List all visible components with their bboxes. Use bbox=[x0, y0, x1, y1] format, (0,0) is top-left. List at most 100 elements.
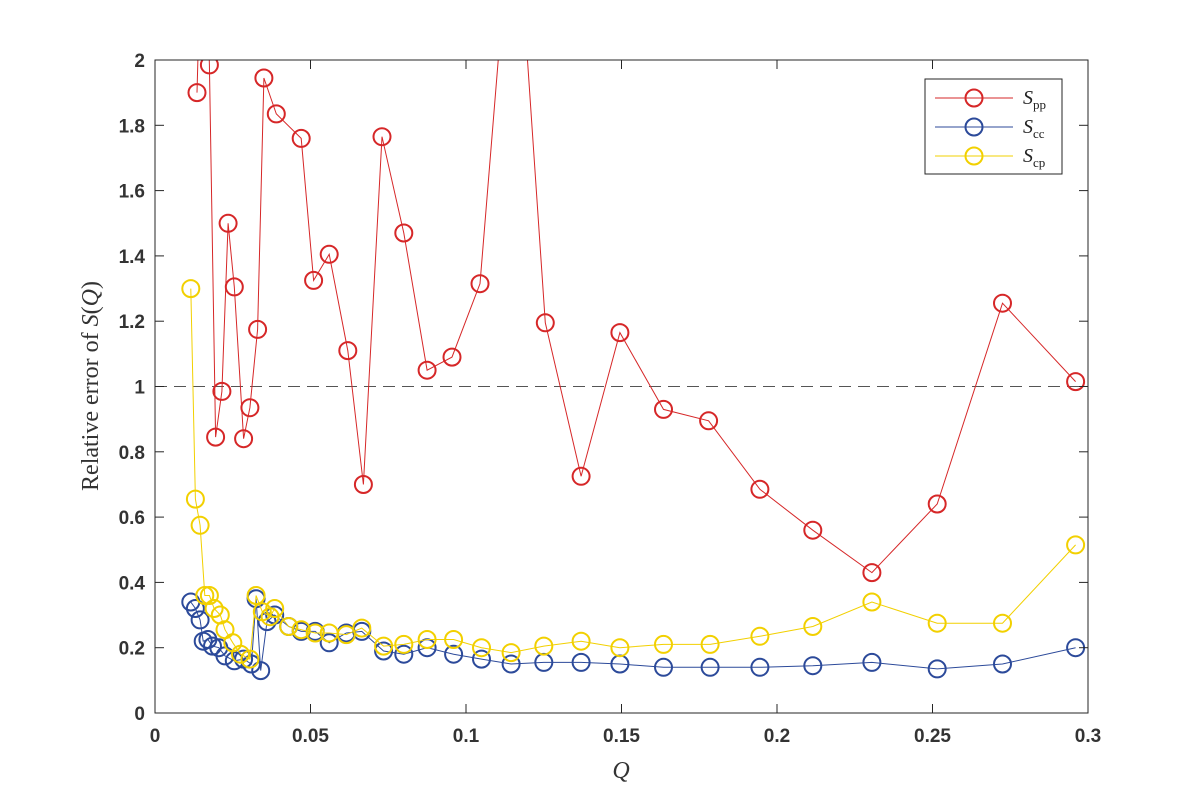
data-point-cp bbox=[803, 617, 823, 636]
data-point-pp bbox=[248, 319, 268, 339]
x-tick-label: 0.3 bbox=[1075, 726, 1101, 747]
y-tick-label: 0.6 bbox=[119, 508, 145, 529]
data-point-cp bbox=[352, 618, 372, 638]
x-tick-label: 0 bbox=[150, 726, 161, 747]
data-point-pp bbox=[610, 323, 630, 343]
legend-entry-pp: Spp bbox=[935, 87, 1046, 112]
data-point-cc bbox=[190, 610, 210, 630]
data-point-pp bbox=[199, 60, 219, 75]
legend-marker-cp bbox=[964, 146, 984, 166]
data-point-cc bbox=[654, 657, 673, 677]
data-point-pp bbox=[699, 411, 719, 431]
series-pp bbox=[187, 60, 1086, 583]
data-point-cp bbox=[291, 620, 311, 640]
tick-layer: 0 0.05 0.1 0.15 0.2 0.25 0.3 0 0.2 0.4 0.6 0.8 1 1.2 1… bbox=[119, 51, 1102, 747]
legend-label-cc-main: S bbox=[1023, 116, 1033, 138]
data-point-cc bbox=[185, 599, 205, 618]
x-axis-label: Q bbox=[612, 758, 629, 784]
y-axis-label-func: S bbox=[78, 314, 104, 326]
y-tick-label: 1.2 bbox=[119, 312, 145, 333]
y-tick-label: 0 bbox=[134, 704, 145, 725]
data-point-pp bbox=[372, 127, 392, 147]
data-point-cc bbox=[803, 656, 823, 676]
data-point-pp bbox=[535, 313, 555, 333]
legend-label-cc-sub: cc bbox=[1033, 126, 1045, 141]
y-tick-label: 0.4 bbox=[119, 573, 146, 594]
legend-label-cp: Scp bbox=[1023, 145, 1045, 170]
series-line-pp bbox=[196, 60, 1076, 574]
data-point-cp bbox=[394, 634, 414, 654]
data-point-cp bbox=[862, 592, 882, 612]
data-point-cp bbox=[374, 636, 394, 656]
data-point-pp bbox=[470, 274, 490, 294]
data-point-cp bbox=[571, 631, 591, 651]
y-tick-label: 0.2 bbox=[119, 639, 145, 660]
data-point-cp bbox=[700, 634, 720, 654]
data-point-cc bbox=[394, 644, 414, 664]
data-point-pp bbox=[862, 563, 882, 583]
data-point-pp bbox=[291, 128, 311, 148]
data-point-cp bbox=[231, 644, 250, 664]
data-point-cp bbox=[444, 630, 464, 649]
y-tick-label: 1.4 bbox=[119, 247, 146, 268]
data-point-cp bbox=[534, 636, 554, 656]
data-point-cc bbox=[862, 652, 882, 672]
x-tick-label: 0.1 bbox=[453, 726, 480, 747]
data-point-pp bbox=[319, 244, 339, 264]
x-tick-label: 0.25 bbox=[914, 726, 951, 747]
legend-label-pp-sub: pp bbox=[1033, 97, 1046, 112]
data-point-pp bbox=[993, 293, 1012, 313]
data-point-cc bbox=[571, 652, 591, 672]
data-point-pp bbox=[654, 399, 673, 419]
data-point-cc bbox=[501, 654, 521, 674]
legend-entry-cp: Scp bbox=[935, 145, 1045, 170]
data-point-pp bbox=[571, 466, 591, 486]
data-point-cc bbox=[700, 657, 720, 677]
data-point-cp bbox=[195, 586, 215, 605]
data-point-cp bbox=[265, 599, 285, 618]
y-axis-label-open: ( bbox=[78, 306, 104, 314]
x-tick-label: 0.05 bbox=[292, 726, 329, 747]
data-point-cp bbox=[417, 630, 437, 649]
data-point-cp bbox=[305, 623, 325, 643]
x-tick-label: 0.15 bbox=[603, 726, 640, 747]
data-point-pp bbox=[1066, 372, 1086, 392]
data-point-cp bbox=[181, 279, 201, 299]
legend-label-cp-sub: cp bbox=[1033, 155, 1045, 170]
legend-label-pp-main: S bbox=[1023, 87, 1033, 109]
data-point-cp bbox=[472, 638, 491, 658]
data-point-cc bbox=[319, 633, 339, 653]
data-point-pp bbox=[240, 398, 260, 418]
series-cp bbox=[181, 279, 1086, 669]
legend-label-cc: Scc bbox=[1023, 116, 1045, 141]
data-point-cp bbox=[240, 649, 260, 669]
y-axis-label-close: ) bbox=[78, 281, 104, 289]
data-point-pp bbox=[212, 381, 232, 401]
legend-label-cp-main: S bbox=[1023, 145, 1033, 167]
data-point-cc bbox=[750, 657, 770, 677]
legend-entry-cc: Scc bbox=[935, 116, 1045, 141]
y-axis-label-prefix: Relative error of bbox=[78, 326, 104, 491]
data-point-cp bbox=[1066, 535, 1086, 555]
data-point-pp bbox=[206, 427, 226, 447]
data-point-cp bbox=[654, 634, 673, 654]
data-point-pp bbox=[224, 277, 244, 297]
y-tick-label: 1.6 bbox=[119, 182, 145, 203]
data-point-cp bbox=[199, 586, 219, 605]
data-point-pp bbox=[750, 479, 770, 499]
data-point-pp bbox=[353, 475, 373, 494]
data-point-cp bbox=[993, 613, 1012, 633]
data-point-cc bbox=[927, 659, 947, 679]
legend-label-pp: Spp bbox=[1023, 87, 1046, 112]
data-point-cp bbox=[279, 617, 299, 636]
data-point-cp bbox=[927, 613, 947, 633]
x-tick-label: 0.2 bbox=[764, 726, 790, 747]
data-point-cp bbox=[204, 599, 224, 618]
data-point-pp bbox=[927, 494, 947, 514]
legend-marker-pp bbox=[964, 88, 984, 108]
data-point-pp bbox=[442, 347, 462, 367]
y-axis-label: Relative error of S(Q) bbox=[78, 281, 104, 491]
y-tick-label: 1 bbox=[134, 378, 145, 399]
data-point-cc bbox=[374, 641, 394, 661]
